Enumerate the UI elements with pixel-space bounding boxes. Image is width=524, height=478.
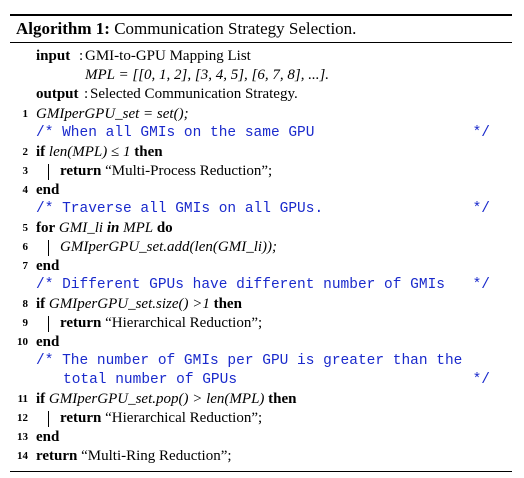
end-keyword: end xyxy=(36,258,60,274)
end-keyword: end xyxy=(36,182,60,198)
line-number: 12 xyxy=(17,412,28,424)
comment-text: /* When all GMIs on the same GPU xyxy=(36,125,315,141)
input-description: GMI-to-GPU Mapping List xyxy=(85,48,251,64)
return-value: “Multi-Ring Reduction”; xyxy=(81,448,232,464)
line-number: 13 xyxy=(17,431,28,443)
return-keyword: return xyxy=(36,448,78,464)
end-keyword: end xyxy=(36,429,60,445)
title-rule xyxy=(10,42,512,43)
return-value: “Hierarchical Reduction”; xyxy=(105,315,263,331)
comment-end: */ xyxy=(472,201,490,217)
line-number: 2 xyxy=(22,146,29,158)
line-number: 8 xyxy=(22,298,29,310)
code-line-14: 14 return “Multi-Ring Reduction”; xyxy=(10,447,512,466)
line-number: 10 xyxy=(17,336,28,348)
return-value: “Multi-Process Reduction”; xyxy=(105,163,273,179)
loop-collection: MPL xyxy=(123,220,154,236)
algorithm-name: Communication Strategy Selection. xyxy=(114,19,357,38)
then-keyword: then xyxy=(213,296,242,312)
comment-4: /* The number of GMIs per GPU is greater… xyxy=(10,352,512,371)
comment-text: /* Traverse all GMIs on all GPUs. xyxy=(36,201,324,217)
line-number: 7 xyxy=(22,260,29,272)
code-line-6: 6 GMIperGPU_set.add(len(GMI_li)); xyxy=(10,238,512,257)
code-line-7: 7 end xyxy=(10,257,512,276)
code-line-2: 2 if len(MPL) ≤ 1 then xyxy=(10,143,512,162)
do-keyword: do xyxy=(156,220,173,236)
comment-text: /* The number of GMIs per GPU is greater… xyxy=(36,353,463,369)
comment-4-continued: total number of GPUs */ xyxy=(10,371,512,390)
comment-3: /* Different GPUs have different number … xyxy=(10,276,512,295)
loop-variable: GMI_li xyxy=(58,220,104,236)
mpl-definition: MPL = [[0, 1, 2], [3, 4, 5], [6, 7, 8], … xyxy=(85,67,330,83)
if-keyword: if xyxy=(36,296,46,312)
line-number: 1 xyxy=(22,108,29,120)
then-keyword: then xyxy=(134,144,163,160)
for-keyword: for xyxy=(36,220,56,236)
input-keyword: input xyxy=(36,48,71,64)
bottom-rule xyxy=(10,471,512,472)
condition: GMIperGPU_set.pop() > len(MPL) xyxy=(48,391,265,407)
comment-text: total number of GPUs xyxy=(63,372,238,388)
if-keyword: if xyxy=(36,144,46,160)
in-keyword: in xyxy=(106,220,120,236)
block-bar xyxy=(48,240,49,256)
line-number: 3 xyxy=(22,165,29,177)
line-number: 9 xyxy=(22,317,29,329)
return-keyword: return xyxy=(60,410,102,426)
comment-end: */ xyxy=(472,277,490,293)
code-line-3: 3 return “Multi-Process Reduction”; xyxy=(10,162,512,181)
return-value: “Hierarchical Reduction”; xyxy=(105,410,263,426)
input-colon: : xyxy=(79,48,84,64)
code-line-12: 12 return “Hierarchical Reduction”; xyxy=(10,409,512,428)
output-keyword: output xyxy=(36,86,79,102)
top-rule xyxy=(10,14,512,16)
output-line: output : Selected Communication Strategy… xyxy=(10,85,512,104)
code-line-13: 13 end xyxy=(10,428,512,447)
input-line: input : GMI-to-GPU Mapping List xyxy=(10,47,512,66)
code-text: GMIperGPU_set.add(len(GMI_li)); xyxy=(60,239,278,255)
comment-2: /* Traverse all GMIs on all GPUs. */ xyxy=(10,200,512,219)
code-text: GMIperGPU_set = set(); xyxy=(36,106,189,122)
line-number: 4 xyxy=(22,184,29,196)
line-number: 11 xyxy=(17,393,28,405)
end-keyword: end xyxy=(36,334,60,350)
return-keyword: return xyxy=(60,315,102,331)
code-line-5: 5 for GMI_li in MPL do xyxy=(10,219,512,238)
line-number: 6 xyxy=(22,241,29,253)
code-line-1: 1 GMIperGPU_set = set(); xyxy=(10,105,512,124)
algorithm-title: Algorithm 1: Communication Strategy Sele… xyxy=(10,16,512,42)
output-colon: : xyxy=(84,86,89,102)
comment-text: /* Different GPUs have different number … xyxy=(36,277,445,293)
output-description: Selected Communication Strategy. xyxy=(90,86,298,102)
line-number: 14 xyxy=(17,450,28,462)
if-keyword: if xyxy=(36,391,46,407)
condition: GMIperGPU_set.size() >1 xyxy=(48,296,210,312)
line-number: 5 xyxy=(22,222,29,234)
comment-end: */ xyxy=(472,372,490,388)
comment-1: /* When all GMIs on the same GPU */ xyxy=(10,124,512,143)
code-line-4: 4 end xyxy=(10,181,512,200)
comment-end: */ xyxy=(472,125,490,141)
code-line-8: 8 if GMIperGPU_set.size() >1 then xyxy=(10,295,512,314)
block-bar xyxy=(48,411,49,427)
condition: len(MPL) ≤ 1 xyxy=(48,144,131,160)
mpl-line: MPL = [[0, 1, 2], [3, 4, 5], [6, 7, 8], … xyxy=(10,66,512,85)
algorithm-box: Algorithm 1: Communication Strategy Sele… xyxy=(10,14,512,472)
code-line-11: 11 if GMIperGPU_set.pop() > len(MPL) the… xyxy=(10,390,512,409)
algorithm-body: input : GMI-to-GPU Mapping List MPL = [[… xyxy=(10,43,512,472)
code-line-9: 9 return “Hierarchical Reduction”; xyxy=(10,314,512,333)
block-bar xyxy=(48,164,49,180)
then-keyword: then xyxy=(268,391,297,407)
algorithm-label: Algorithm 1: xyxy=(16,19,110,38)
block-bar xyxy=(48,316,49,332)
code-line-10: 10 end xyxy=(10,333,512,352)
return-keyword: return xyxy=(60,163,102,179)
